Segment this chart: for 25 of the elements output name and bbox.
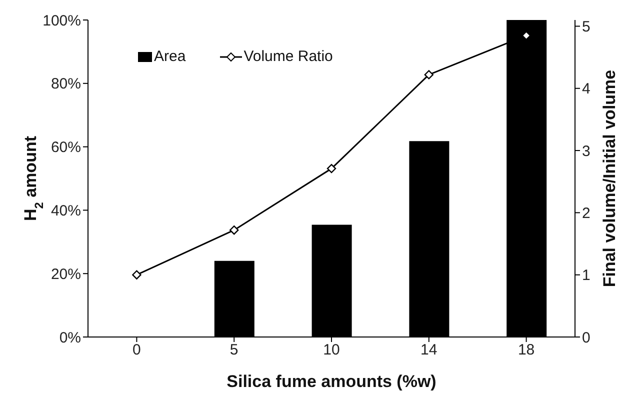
y2-axis-title: Final volume/Initial volume [600, 70, 619, 288]
y-tick-label: 60% [50, 139, 81, 156]
point [230, 225, 239, 235]
x-tick-label: 18 [518, 342, 535, 359]
legend-label: Volume Ratio [242, 48, 333, 65]
y2-tick-label: 2 [582, 205, 590, 222]
y2-tick-label: 5 [582, 18, 590, 36]
x-tick-label: 10 [323, 342, 340, 359]
y-tick-label: 80% [50, 76, 81, 93]
y-tick-label: 40% [50, 202, 81, 220]
point [132, 270, 142, 280]
x-axis-title: Silica fume amounts (%w) [226, 372, 436, 391]
y2-tick-label: 1 [582, 267, 590, 284]
point [424, 70, 434, 80]
y-tick-label: 100% [42, 12, 81, 30]
y2-tick-label: 4 [582, 80, 590, 98]
x-tick-label: 5 [230, 342, 238, 359]
x-tick-label: 0 [132, 342, 141, 359]
point [326, 164, 336, 174]
y-tick-label: 0% [59, 329, 81, 346]
x-tick-label: 14 [420, 342, 438, 359]
legend-label: Area [153, 48, 186, 65]
y2-tick-label: 3 [582, 142, 590, 160]
y-tick-label: 20% [50, 266, 81, 283]
y2-tick-label: 0 [582, 329, 590, 346]
